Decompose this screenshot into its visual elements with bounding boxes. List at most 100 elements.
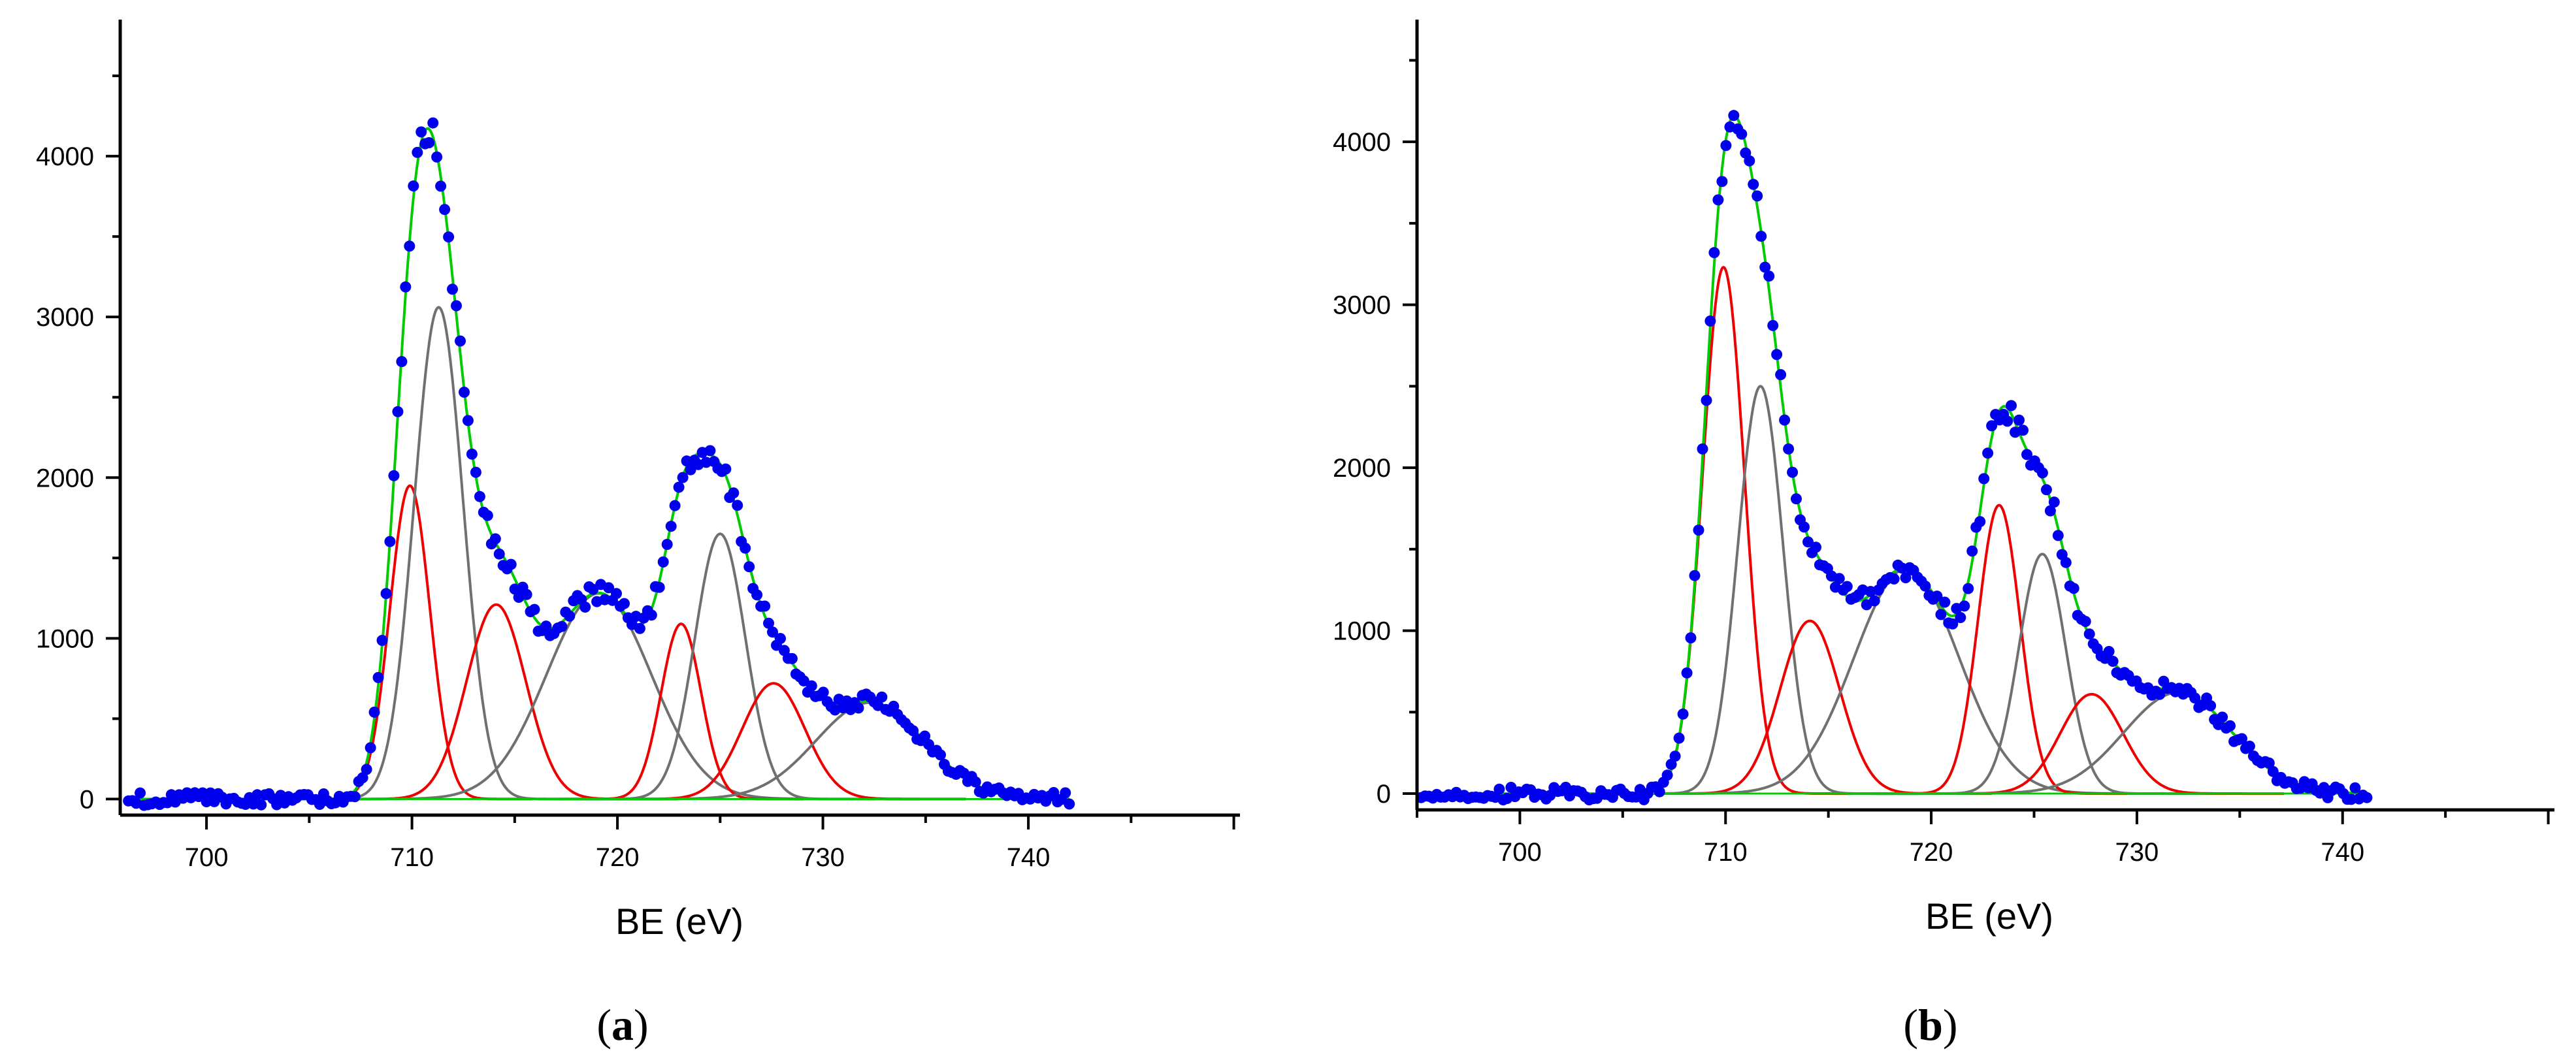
data-point [384, 536, 396, 547]
panel-a: 700 710 720 730 740 0 1000 2000 3000 4000 BE (eV)… [36, 20, 1240, 1050]
data-point [357, 772, 368, 784]
data-point [1697, 443, 1708, 455]
data-point [653, 581, 665, 593]
data-point [1493, 783, 1505, 795]
panel-a-plot-marks [123, 117, 1075, 811]
y-tick-label: 2000 [36, 464, 94, 492]
x-tick-label: 740 [1007, 843, 1051, 872]
data-point [1669, 750, 1681, 762]
data-point [677, 472, 689, 483]
data-point [673, 481, 685, 493]
data-point [1673, 732, 1685, 744]
data-point [1966, 545, 1978, 557]
data-point [2154, 688, 2166, 700]
data-point [404, 240, 416, 252]
data-point [1060, 787, 1071, 799]
data-point [1685, 632, 1697, 644]
data-point [392, 406, 404, 417]
data-point [1677, 708, 1689, 720]
data-point [1787, 466, 1799, 478]
component-peak-5-red [558, 622, 804, 801]
data-point [564, 610, 576, 622]
data-point [767, 626, 778, 638]
data-point [201, 796, 212, 807]
data-point [685, 464, 696, 475]
data-point [365, 742, 376, 754]
data-point [669, 500, 681, 511]
data-point [466, 448, 478, 460]
data-point [1693, 524, 1704, 536]
data-point [817, 686, 829, 698]
data-point [1779, 414, 1791, 426]
data-point [2083, 628, 2095, 640]
data-point [1900, 572, 1912, 583]
data-point [645, 609, 657, 621]
data-point [1868, 595, 1880, 607]
data-point [2217, 711, 2228, 723]
data-point [1701, 394, 1712, 406]
data-point [368, 706, 380, 718]
y-tick-label: 0 [80, 785, 94, 814]
data-point [349, 791, 361, 803]
data-point [1712, 194, 1724, 206]
data-point [372, 671, 384, 683]
data-point [1736, 128, 1748, 140]
data-point [361, 764, 372, 775]
data-point [459, 387, 470, 398]
data-point [396, 356, 408, 368]
data-point [1939, 596, 1951, 608]
panel-a-caption: (a) [596, 1000, 648, 1050]
panel-b-letter: b [1918, 1000, 1943, 1050]
data-point [1935, 609, 1947, 620]
component-peak-7-red [1899, 692, 2285, 796]
data-point [400, 281, 412, 293]
data-point [2068, 583, 2079, 594]
data-point [751, 589, 763, 601]
data-point [2021, 449, 2032, 460]
data-point [1755, 231, 1767, 242]
data-point [505, 558, 517, 570]
x-tick-label: 700 [185, 843, 229, 872]
data-point [529, 603, 540, 615]
data-point [416, 126, 427, 138]
fit-envelope [1421, 114, 2368, 796]
data-point [431, 151, 443, 163]
panel-b-caption: (b) [1903, 1000, 1957, 1050]
data-point [1841, 581, 1853, 592]
data-point [2236, 733, 2247, 745]
data-point [1888, 573, 1900, 585]
data-point [2006, 400, 2017, 411]
data-point [1661, 769, 1673, 781]
data-point [853, 702, 864, 714]
data-point [1716, 176, 1728, 187]
data-point [1791, 493, 1802, 505]
data-point [970, 776, 981, 788]
data-point [876, 691, 888, 703]
data-point [1810, 541, 1821, 553]
data-point [1744, 155, 1755, 167]
data-point [2052, 530, 2064, 541]
data-point [2079, 616, 2091, 627]
data-point [455, 335, 466, 347]
panel-b-x-axis-title: BE (eV) [1925, 895, 2053, 937]
data-point [1775, 369, 1787, 381]
data-point [388, 470, 400, 481]
data-point [1759, 261, 1771, 273]
data-point [919, 730, 931, 742]
component-peak-1-red [1595, 265, 1852, 796]
data-point [579, 602, 591, 613]
data-point [2189, 692, 2201, 704]
data-point [1752, 190, 1763, 202]
data-point [2243, 741, 2255, 752]
y-tick-label: 3000 [1333, 291, 1391, 320]
data-point [1681, 667, 1693, 679]
y-tick-label: 0 [1377, 780, 1391, 809]
data-point [1955, 612, 1966, 623]
data-point [634, 622, 645, 634]
data-point [2017, 425, 2029, 436]
data-point [556, 620, 568, 632]
x-tick-label: 700 [1498, 838, 1542, 867]
data-point [443, 231, 455, 243]
data-point [427, 117, 439, 129]
data-point [935, 749, 946, 761]
